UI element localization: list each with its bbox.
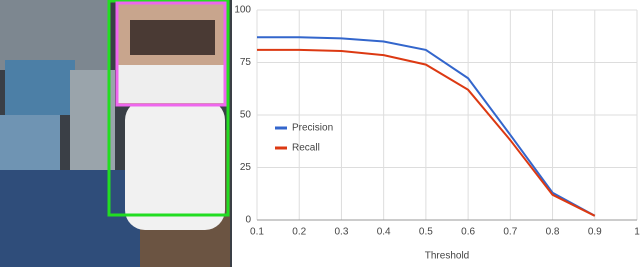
y-tick-label: 50 xyxy=(240,110,252,121)
y-tick-label: 25 xyxy=(240,162,252,173)
legend-label: Precision xyxy=(292,123,333,134)
x-axis-label: Threshold xyxy=(425,251,469,262)
x-tick-label: 0.5 xyxy=(419,227,433,238)
face-box xyxy=(107,0,230,217)
room-wall xyxy=(0,0,110,70)
x-tick-label: 0.6 xyxy=(461,227,475,238)
legend-label: Recall xyxy=(292,143,320,154)
y-tick-label: 100 xyxy=(234,5,251,16)
pixelated-mask xyxy=(118,65,224,103)
series-line xyxy=(257,36,596,217)
photo xyxy=(0,0,232,267)
x-tick-label: 0.2 xyxy=(292,227,306,238)
x-tick-label: 0.4 xyxy=(377,227,391,238)
eye-box xyxy=(115,1,227,107)
x-tick-label: 1 xyxy=(634,227,640,238)
mask xyxy=(125,100,225,230)
x-tick-label: 0.8 xyxy=(546,227,560,238)
equipment xyxy=(5,60,75,115)
y-tick-label: 75 xyxy=(240,57,252,68)
x-tick-label: 0.7 xyxy=(503,227,517,238)
y-tick-label: 0 xyxy=(245,215,251,226)
series-line xyxy=(257,48,596,217)
pixelated-eye xyxy=(130,20,215,55)
x-tick-label: 0.9 xyxy=(588,227,602,238)
x-tick-label: 0.3 xyxy=(334,227,348,238)
x-tick-label: 0.1 xyxy=(250,227,264,238)
